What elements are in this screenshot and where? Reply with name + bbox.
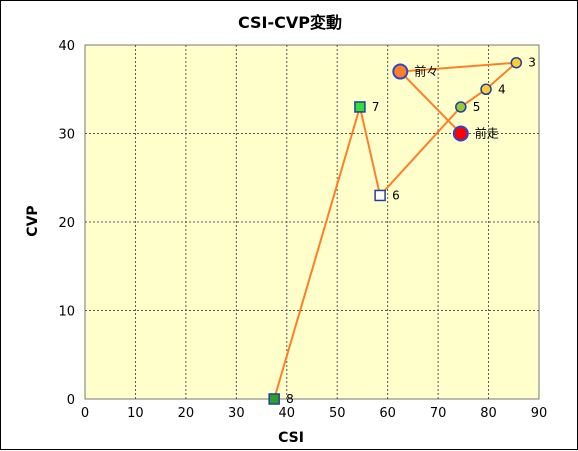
x-tick-label: 80: [480, 406, 497, 421]
data-point-marker: [354, 101, 366, 113]
y-tick-label: 0: [67, 393, 75, 408]
data-point-label: 6: [392, 188, 400, 202]
y-axis-ticks: 0 10 20 30 40: [58, 39, 75, 408]
series-line: [273, 61, 520, 400]
y-tick-label: 10: [58, 305, 75, 320]
data-point-marker: [268, 393, 280, 405]
x-tick-label: 40: [279, 406, 296, 421]
y-tick-label: 40: [58, 39, 75, 54]
x-tick-label: 90: [531, 406, 548, 421]
data-point-label: 前々: [414, 64, 438, 79]
x-tick-label: 10: [127, 406, 144, 421]
data-point-marker: [480, 83, 492, 95]
x-tick-label: 30: [228, 406, 245, 421]
data-point-label: 3: [528, 56, 536, 70]
data-point-marker: [510, 56, 523, 69]
grid-lines: [85, 45, 539, 399]
y-axis-label: CVP: [25, 205, 41, 236]
data-point-marker: [392, 63, 409, 80]
data-point-marker: [452, 125, 469, 142]
data-point-label: 前走: [475, 126, 499, 141]
chart-title: CSI-CVP変動: [238, 13, 342, 32]
data-markers: [268, 56, 523, 405]
x-tick-label: 60: [379, 406, 396, 421]
series-path: [273, 61, 520, 400]
y-tick-label: 20: [58, 216, 75, 231]
data-point-marker: [374, 189, 386, 202]
x-axis-label: CSI: [278, 430, 304, 446]
x-tick-label: 70: [430, 406, 447, 421]
x-tick-label: 20: [178, 406, 195, 421]
x-axis-ticks: 0 10 20 30 40 50 60 70 80 90: [81, 406, 547, 421]
data-point-marker: [455, 101, 467, 113]
data-point-label: 8: [286, 392, 294, 406]
data-point-label: 4: [498, 82, 506, 96]
x-tick-label: 0: [81, 406, 89, 421]
data-point-label: 7: [372, 100, 380, 114]
y-tick-label: 30: [58, 128, 75, 143]
data-point-label: 5: [473, 100, 481, 114]
x-tick-label: 50: [329, 406, 346, 421]
